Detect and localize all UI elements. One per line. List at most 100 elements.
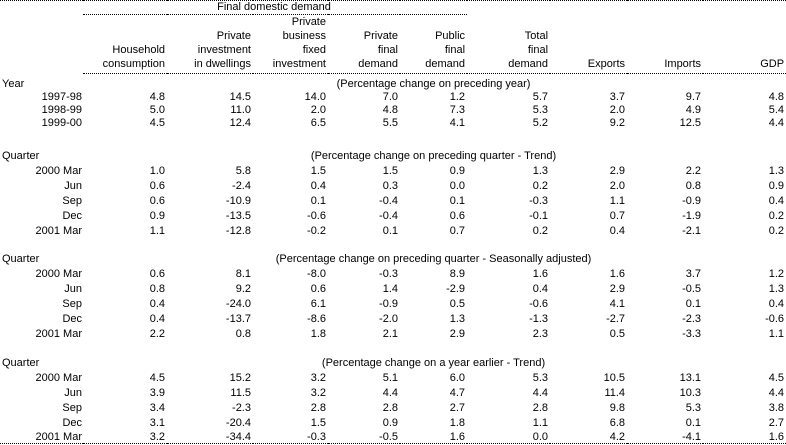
value-cell-private-investment-in-dwellings: 12.4 [229,116,251,129]
value-cell-household-consumption: 0.4 [149,312,165,325]
value-cell-imports: -3.3 [682,327,702,340]
row-label: 1999-00 [41,116,82,129]
table-row: Sep 0.4 -24.0 6.1 -0.9 0.5 -0.6 4.1 0.1 0.4 [0,295,786,310]
value-cell-private-business-fixed-investment: -8.6 [307,312,326,325]
row-label: Jun [64,386,82,399]
value-cell-household-consumption: 4.5 [149,371,165,384]
value-cell-imports: 2.2 [685,164,702,177]
value-cell-household-consumption: 3.9 [149,386,165,399]
value-cell-private-final-demand: 1.4 [382,282,398,295]
value-cell-gdp: 4.4 [768,116,785,129]
value-cell-private-investment-in-dwellings: 5.8 [235,164,251,177]
table-row: 1999-00 4.5 12.4 6.5 5.5 4.1 5.2 9.2 12.5 4.4 [0,116,786,129]
value-cell-private-business-fixed-investment: -8.0 [307,267,326,280]
value-cell-public-final-demand: 1.3 [449,312,466,325]
value-cell-gdp: 0.2 [768,224,785,237]
value-cell-gdp: 0.2 [768,209,785,222]
value-cell-private-final-demand: 4.4 [382,386,398,399]
row-label: Dec [62,416,82,429]
row-label: Sep [62,401,82,414]
value-cell-total-final-demand: 1.6 [532,267,549,280]
value-cell-total-final-demand: -0.1 [529,209,549,222]
value-cell-total-final-demand: 0.2 [532,224,549,237]
section-caption: (Percentage change on a year earlier - T… [321,356,546,369]
table-row: Jun 0.6 -2.4 0.4 0.3 0.0 0.2 2.0 0.8 0.9 [0,177,786,192]
value-cell-public-final-demand: 7.3 [449,103,466,116]
value-cell-private-business-fixed-investment: 0.1 [310,194,326,207]
value-cell-public-final-demand: 1.2 [449,90,466,103]
value-cell-imports: 10.3 [679,386,702,399]
section-header-row: Year (Percentage change on preceding year… [0,74,786,90]
value-cell-exports: 4.1 [609,297,626,310]
value-cell-public-final-demand: 0.1 [449,194,466,207]
value-cell-private-final-demand: -0.4 [379,209,398,222]
value-cell-total-final-demand: 5.2 [532,116,549,129]
value-cell-imports: -4.1 [682,431,702,443]
section-label: Quarter [2,149,40,162]
value-cell-private-business-fixed-investment: -0.2 [307,224,326,237]
value-cell-gdp: 0.9 [768,179,785,192]
value-cell-private-investment-in-dwellings: 0.8 [235,327,251,340]
row-label: Jun [64,179,82,192]
value-cell-exports: 9.8 [609,401,626,414]
column-header-household-consumption: Household consumption [83,14,167,74]
value-cell-gdp: 3.8 [768,401,785,414]
value-cell-exports: -2.7 [606,312,626,325]
group-header-spacer-left [0,1,83,15]
value-cell-public-final-demand: 2.9 [449,327,466,340]
value-cell-public-final-demand: 1.6 [449,431,466,443]
value-cell-total-final-demand: 0.2 [532,179,549,192]
value-cell-household-consumption: 4.5 [149,116,165,129]
section-label: Quarter [2,356,40,369]
value-cell-total-final-demand: 5.3 [532,371,549,384]
value-cell-household-consumption: 0.4 [149,297,165,310]
value-cell-private-investment-in-dwellings: -2.3 [232,401,251,414]
value-cell-private-investment-in-dwellings: -2.4 [232,179,251,192]
value-cell-gdp: 0.4 [768,297,785,310]
column-header-stub [0,15,83,74]
value-cell-imports: -0.9 [682,194,702,207]
section-spacer-cell [0,129,786,146]
value-cell-private-investment-in-dwellings: 14.5 [229,90,251,103]
table-row: 1998-99 5.0 11.0 2.0 4.8 7.3 5.3 2.0 4.9 5.4 [0,103,786,116]
value-cell-total-final-demand: -1.3 [529,312,549,325]
section-spacer-cell [0,340,786,353]
value-cell-private-final-demand: 5.1 [382,371,398,384]
value-cell-gdp: 4.5 [768,371,785,384]
value-cell-private-business-fixed-investment: 2.0 [310,103,326,116]
section-spacer [0,340,786,353]
value-cell-household-consumption: 1.0 [149,164,165,177]
table-row: 2001 Mar 2.2 0.8 1.8 2.1 2.9 2.3 0.5 -3.3 1.1 [0,325,786,340]
value-cell-private-business-fixed-investment: 6.1 [310,297,326,310]
value-cell-imports: 9.7 [685,90,702,103]
value-cell-private-investment-in-dwellings: -24.0 [225,297,251,310]
row-label: 2000 Mar [35,267,82,280]
value-cell-public-final-demand: 4.7 [449,386,466,399]
value-cell-private-business-fixed-investment: -0.6 [307,209,326,222]
value-cell-private-final-demand: 0.9 [382,416,398,429]
value-cell-imports: 5.3 [685,401,702,414]
value-cell-private-final-demand: 0.1 [382,224,398,237]
value-cell-household-consumption: 2.2 [149,327,165,340]
value-cell-household-consumption: 1.1 [149,224,165,237]
group-header-spacer-right [467,1,786,15]
section-header-row: Quarter (Percentage change on preceding q… [0,146,786,162]
value-cell-imports: 0.8 [685,179,702,192]
value-cell-private-business-fixed-investment: 6.5 [310,116,326,129]
section-spacer [0,129,786,146]
value-cell-total-final-demand: 1.1 [532,416,549,429]
value-cell-public-final-demand: 2.7 [449,401,466,414]
value-cell-total-final-demand: 5.7 [532,90,549,103]
value-cell-imports: -2.1 [682,224,702,237]
value-cell-total-final-demand: 2.8 [532,401,549,414]
value-cell-gdp: 2.7 [768,416,785,429]
value-cell-private-business-fixed-investment: 3.2 [310,371,326,384]
section-label: Quarter [2,252,40,265]
value-cell-imports: -0.5 [682,282,702,295]
value-cell-exports: 2.0 [609,103,626,116]
value-cell-gdp: 1.1 [768,327,785,340]
value-cell-exports: 6.8 [609,416,626,429]
row-label: Sep [62,194,82,207]
value-cell-private-final-demand: 7.0 [382,90,398,103]
table-row: 2001 Mar 3.2 -34.4 -0.3 -0.5 1.6 0.0 4.2 -4.1 1.6 [0,429,786,444]
